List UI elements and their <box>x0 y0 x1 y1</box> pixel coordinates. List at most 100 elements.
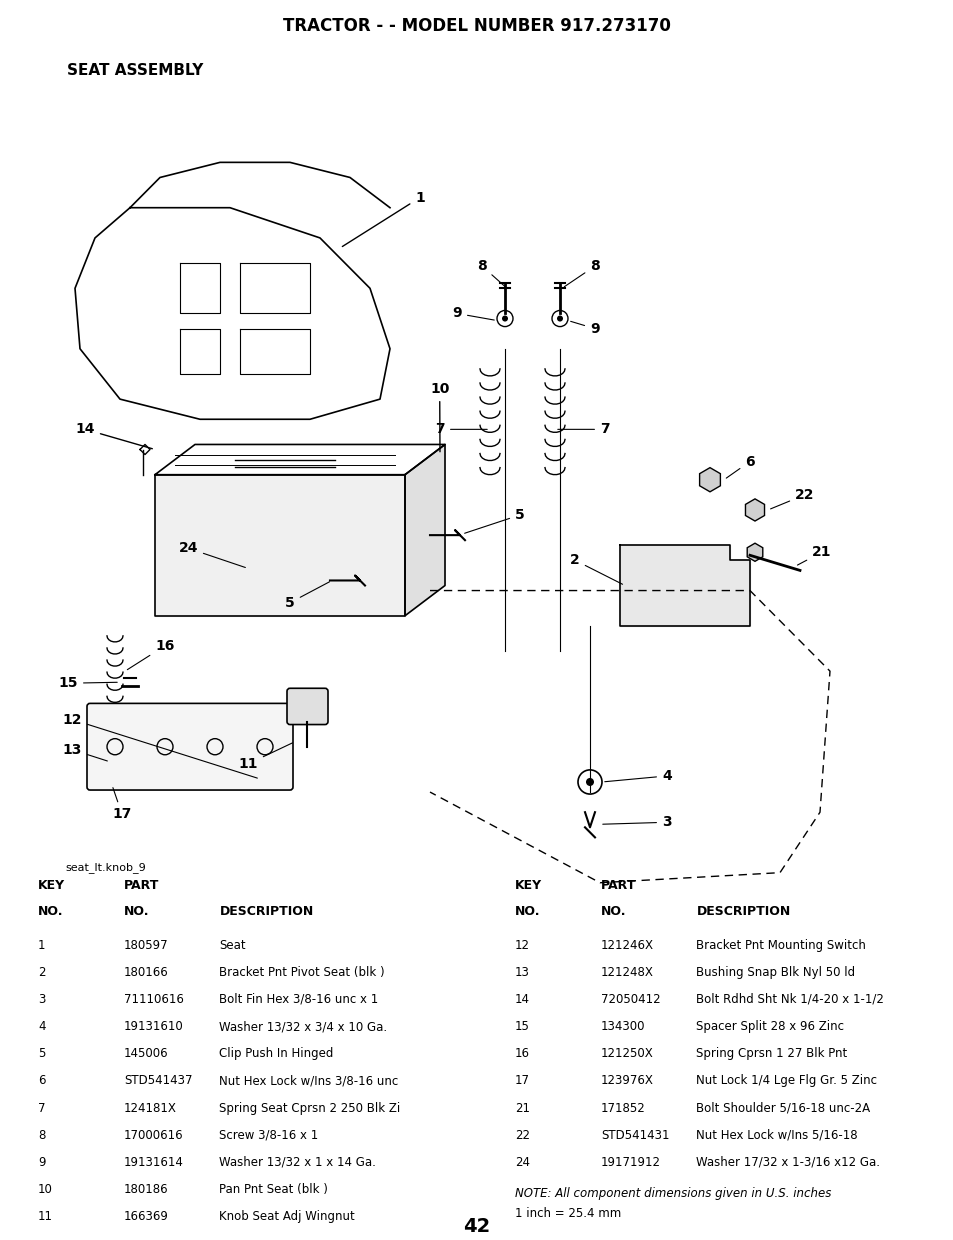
Text: KEY: KEY <box>38 879 65 892</box>
Text: 8: 8 <box>38 1128 46 1142</box>
Text: 9: 9 <box>452 306 494 320</box>
Text: 3: 3 <box>602 815 671 830</box>
Text: Nut Hex Lock w/Ins 3/8-16 unc: Nut Hex Lock w/Ins 3/8-16 unc <box>219 1074 398 1087</box>
Text: Bolt Shoulder 5/16-18 unc-2A: Bolt Shoulder 5/16-18 unc-2A <box>696 1101 870 1115</box>
Text: 10: 10 <box>430 382 449 451</box>
Text: 16: 16 <box>127 639 174 670</box>
Text: NO.: NO. <box>124 905 150 918</box>
Text: Bushing Snap Blk Nyl 50 ld: Bushing Snap Blk Nyl 50 ld <box>696 966 855 978</box>
Text: 121250X: 121250X <box>600 1048 653 1060</box>
Polygon shape <box>405 444 444 616</box>
Text: 10: 10 <box>38 1183 53 1197</box>
Polygon shape <box>619 546 749 626</box>
Text: Spring Cprsn 1 27 Blk Pnt: Spring Cprsn 1 27 Blk Pnt <box>696 1048 847 1060</box>
Text: 123976X: 123976X <box>600 1074 653 1087</box>
Text: 124181X: 124181X <box>124 1101 176 1115</box>
Polygon shape <box>154 475 405 616</box>
Text: DESCRIPTION: DESCRIPTION <box>696 905 790 918</box>
Text: 15: 15 <box>58 676 117 691</box>
Text: 5: 5 <box>38 1048 46 1060</box>
Text: Spring Seat Cprsn 2 250 Blk Zi: Spring Seat Cprsn 2 250 Blk Zi <box>219 1101 400 1115</box>
Text: Screw 3/8-16 x 1: Screw 3/8-16 x 1 <box>219 1128 318 1142</box>
Text: NO.: NO. <box>600 905 626 918</box>
Text: Nut Lock 1/4 Lge Flg Gr. 5 Zinc: Nut Lock 1/4 Lge Flg Gr. 5 Zinc <box>696 1074 877 1087</box>
Text: Bracket Pnt Pivot Seat (blk ): Bracket Pnt Pivot Seat (blk ) <box>219 966 385 978</box>
Circle shape <box>501 315 507 321</box>
Polygon shape <box>154 444 444 475</box>
Text: PART: PART <box>124 879 159 892</box>
Text: PART: PART <box>600 879 636 892</box>
Text: Bracket Pnt Mounting Switch: Bracket Pnt Mounting Switch <box>696 939 865 951</box>
Text: 24: 24 <box>515 1156 530 1169</box>
Text: Washer 13/32 x 3/4 x 10 Ga.: Washer 13/32 x 3/4 x 10 Ga. <box>219 1021 387 1033</box>
Text: 7: 7 <box>558 423 609 436</box>
Text: 171852: 171852 <box>600 1101 645 1115</box>
Text: 24: 24 <box>178 541 245 568</box>
Text: 17000616: 17000616 <box>124 1128 183 1142</box>
Text: Bolt Fin Hex 3/8-16 unc x 1: Bolt Fin Hex 3/8-16 unc x 1 <box>219 993 378 1006</box>
Text: 14: 14 <box>515 993 530 1006</box>
Text: 8: 8 <box>476 259 504 286</box>
Text: Bolt Rdhd Sht Nk 1/4-20 x 1-1/2: Bolt Rdhd Sht Nk 1/4-20 x 1-1/2 <box>696 993 883 1006</box>
Text: 15: 15 <box>515 1021 530 1033</box>
Text: Pan Pnt Seat (blk ): Pan Pnt Seat (blk ) <box>219 1183 328 1197</box>
Text: 21: 21 <box>797 546 831 565</box>
Text: 17: 17 <box>515 1074 530 1087</box>
Text: 4: 4 <box>38 1021 46 1033</box>
Text: 21: 21 <box>515 1101 530 1115</box>
FancyBboxPatch shape <box>87 703 293 790</box>
Text: TRACTOR - - MODEL NUMBER 917.273170: TRACTOR - - MODEL NUMBER 917.273170 <box>283 17 670 35</box>
Text: 145006: 145006 <box>124 1048 169 1060</box>
Text: 19131610: 19131610 <box>124 1021 184 1033</box>
Text: Clip Push In Hinged: Clip Push In Hinged <box>219 1048 334 1060</box>
Text: seat_lt.knob_9: seat_lt.knob_9 <box>65 862 146 873</box>
Text: STD541431: STD541431 <box>600 1128 669 1142</box>
Text: 42: 42 <box>463 1218 490 1236</box>
Text: 11: 11 <box>38 1210 53 1223</box>
Text: Washer 17/32 x 1-3/16 x12 Ga.: Washer 17/32 x 1-3/16 x12 Ga. <box>696 1156 880 1169</box>
Circle shape <box>585 777 594 786</box>
Text: NO.: NO. <box>515 905 540 918</box>
Text: 72050412: 72050412 <box>600 993 659 1006</box>
Text: 9: 9 <box>38 1156 46 1169</box>
Text: 180166: 180166 <box>124 966 169 978</box>
Text: 7: 7 <box>435 423 487 436</box>
Text: 11: 11 <box>238 743 293 771</box>
Text: SEAT ASSEMBLY: SEAT ASSEMBLY <box>67 63 203 78</box>
Text: 5: 5 <box>285 582 329 610</box>
Text: 1: 1 <box>38 939 46 951</box>
Text: Washer 13/32 x 1 x 14 Ga.: Washer 13/32 x 1 x 14 Ga. <box>219 1156 375 1169</box>
Circle shape <box>254 575 265 585</box>
Text: 12: 12 <box>63 713 257 779</box>
Text: 6: 6 <box>725 455 754 479</box>
Text: 2: 2 <box>570 553 622 584</box>
Text: Knob Seat Adj Wingnut: Knob Seat Adj Wingnut <box>219 1210 355 1223</box>
Text: 12: 12 <box>515 939 530 951</box>
Text: 6: 6 <box>38 1074 46 1087</box>
FancyBboxPatch shape <box>287 688 328 724</box>
Text: 180186: 180186 <box>124 1183 169 1197</box>
Text: 19131614: 19131614 <box>124 1156 184 1169</box>
Text: 180597: 180597 <box>124 939 169 951</box>
Text: 134300: 134300 <box>600 1021 645 1033</box>
Text: 17: 17 <box>112 787 132 821</box>
Text: 5: 5 <box>464 508 524 533</box>
Text: 9: 9 <box>570 321 599 336</box>
Text: Seat: Seat <box>219 939 246 951</box>
Text: NO.: NO. <box>38 905 64 918</box>
Text: 13: 13 <box>63 743 108 761</box>
Text: 4: 4 <box>604 769 671 782</box>
Text: DESCRIPTION: DESCRIPTION <box>219 905 314 918</box>
Text: 19171912: 19171912 <box>600 1156 660 1169</box>
Text: 71110616: 71110616 <box>124 993 184 1006</box>
Text: 121246X: 121246X <box>600 939 654 951</box>
Text: Nut Hex Lock w/Ins 5/16-18: Nut Hex Lock w/Ins 5/16-18 <box>696 1128 857 1142</box>
Text: 16: 16 <box>515 1048 530 1060</box>
Text: 166369: 166369 <box>124 1210 169 1223</box>
Text: 7: 7 <box>38 1101 46 1115</box>
Text: 2: 2 <box>38 966 46 978</box>
Circle shape <box>557 315 562 321</box>
Text: 14: 14 <box>75 423 152 449</box>
Text: 13: 13 <box>515 966 530 978</box>
Text: Spacer Split 28 x 96 Zinc: Spacer Split 28 x 96 Zinc <box>696 1021 843 1033</box>
